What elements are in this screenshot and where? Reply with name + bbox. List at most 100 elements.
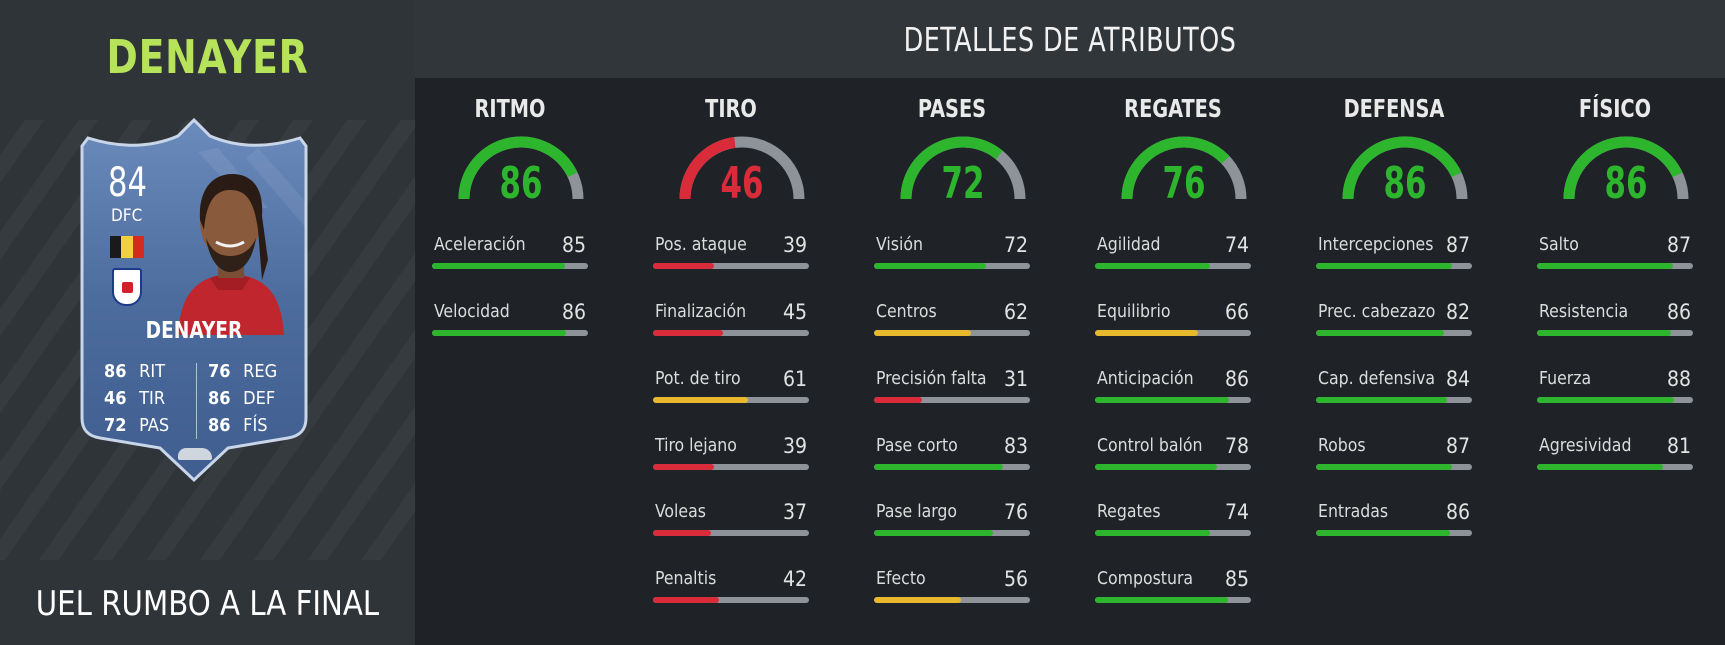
attribute-label: Anticipación <box>1097 369 1194 389</box>
attribute-label: Salto <box>1539 235 1579 255</box>
attribute-row: Pos. ataque 39 <box>653 233 809 275</box>
attribute-bar-fill <box>1537 397 1675 403</box>
attribute-bar-fill <box>1095 464 1217 470</box>
attribute-label: Pase largo <box>876 502 958 522</box>
attribute-bar-fill <box>1095 530 1211 536</box>
attribute-label: Robos <box>1318 436 1366 456</box>
attribute-row: Centros 62 <box>874 300 1030 342</box>
category-gauge <box>1121 136 1247 200</box>
category-title: FÍSICO <box>1578 94 1652 123</box>
card-stat-reg: 76 REG <box>208 361 278 382</box>
attribute-row: Prec. cabezazo 82 <box>1316 300 1472 342</box>
category-gauge <box>900 136 1026 200</box>
gauge-fill <box>458 136 578 200</box>
category-gauge <box>1342 136 1468 200</box>
attribute-label: Agilidad <box>1097 235 1161 255</box>
attribute-bar-fill <box>874 330 971 336</box>
attribute-bar <box>1537 263 1693 269</box>
attribute-label: Velocidad <box>434 302 510 322</box>
player-panel: DENAYER 84 DFC <box>0 0 415 645</box>
attribute-bar-fill <box>432 263 565 269</box>
category-value: 86 <box>1604 158 1648 209</box>
attribute-label: Regates <box>1097 502 1161 522</box>
attribute-bar <box>1537 397 1693 403</box>
gauge-fill <box>679 136 736 200</box>
attribute-bar-fill <box>1095 597 1228 603</box>
attribute-row: Pot. de tiro 61 <box>653 367 809 409</box>
attribute-bar <box>874 597 1030 603</box>
attribute-value: 56 <box>1003 567 1028 591</box>
attribute-label: Voleas <box>655 502 706 522</box>
attribute-bar-fill <box>1537 330 1672 336</box>
attribute-value: 66 <box>1224 300 1249 324</box>
attribute-bar-fill <box>1095 330 1198 336</box>
attribute-label: Prec. cabezazo <box>1318 302 1436 322</box>
attribute-bar <box>653 464 809 470</box>
gauge-fill <box>900 136 1003 200</box>
attribute-label: Pot. de tiro <box>655 369 741 389</box>
attribute-row: Efecto 56 <box>874 567 1030 609</box>
attribute-row: Entradas 86 <box>1316 500 1472 542</box>
attribute-bar-fill <box>1095 397 1230 403</box>
attribute-bar-fill <box>1537 263 1673 269</box>
attribute-label: Visión <box>876 235 923 255</box>
card-stat-tir: 46 TIR <box>104 388 166 409</box>
category-gauge <box>458 136 584 200</box>
attribute-bar-fill <box>874 530 993 536</box>
card-position: DFC <box>111 206 143 226</box>
attribute-row: Agresividad 81 <box>1537 434 1693 476</box>
attribute-bar-fill <box>1537 464 1664 470</box>
category-value: 86 <box>1383 158 1427 209</box>
attributes-title: DETALLES DE ATRIBUTOS <box>903 20 1237 59</box>
attribute-value: 87 <box>1445 233 1470 257</box>
gauge-fill <box>1342 136 1462 200</box>
attribute-row: Finalización 45 <box>653 300 809 342</box>
category-title: PASES <box>917 94 987 123</box>
attribute-label: Efecto <box>876 569 926 589</box>
player-card[interactable]: 84 DFC DENAYER 86 RIT 46 TIR 72 PAS 76 R… <box>78 118 310 484</box>
belgium-flag-icon <box>110 236 144 258</box>
category-value: 86 <box>499 158 543 209</box>
attribute-bar-fill <box>653 330 724 336</box>
attribute-row: Regates 74 <box>1095 500 1251 542</box>
category-value: 72 <box>941 158 985 209</box>
attribute-bar <box>874 397 1030 403</box>
category-value: 76 <box>1162 158 1206 209</box>
attribute-value: 87 <box>1666 233 1691 257</box>
attribute-value: 88 <box>1666 367 1691 391</box>
attribute-row: Voleas 37 <box>653 500 809 542</box>
attribute-bar <box>874 330 1030 336</box>
attribute-bar-fill <box>653 530 711 536</box>
attribute-label: Finalización <box>655 302 747 322</box>
attribute-row: Penaltis 42 <box>653 567 809 609</box>
attribute-value: 42 <box>782 567 807 591</box>
attribute-value: 61 <box>782 367 807 391</box>
attribute-bar <box>1537 330 1693 336</box>
attribute-bar-fill <box>874 597 962 603</box>
attribute-bar <box>653 397 809 403</box>
attribute-value: 45 <box>782 300 807 324</box>
attribute-bar <box>874 263 1030 269</box>
attribute-bar <box>1095 530 1251 536</box>
attribute-bar <box>1095 597 1251 603</box>
attribute-value: 84 <box>1445 367 1470 391</box>
attribute-bar <box>1316 397 1472 403</box>
card-stat-def: 86 DEF <box>208 388 276 409</box>
attribute-row: Visión 72 <box>874 233 1030 275</box>
attribute-value: 87 <box>1445 434 1470 458</box>
attribute-row: Robos 87 <box>1316 434 1472 476</box>
attribute-row: Agilidad 74 <box>1095 233 1251 275</box>
attribute-bar-fill <box>653 397 749 403</box>
attribute-row: Resistencia 86 <box>1537 300 1693 342</box>
attribute-row: Pase corto 83 <box>874 434 1030 476</box>
attribute-label: Aceleración <box>434 235 526 255</box>
attribute-row: Fuerza 88 <box>1537 367 1693 409</box>
attribute-row: Tiro lejano 39 <box>653 434 809 476</box>
attribute-bar-fill <box>1095 263 1211 269</box>
attribute-value: 39 <box>782 233 807 257</box>
attribute-bar <box>1316 263 1472 269</box>
attribute-row: Velocidad 86 <box>432 300 588 342</box>
attribute-bar <box>1095 464 1251 470</box>
attribute-bar <box>653 597 809 603</box>
attribute-value: 86 <box>561 300 586 324</box>
